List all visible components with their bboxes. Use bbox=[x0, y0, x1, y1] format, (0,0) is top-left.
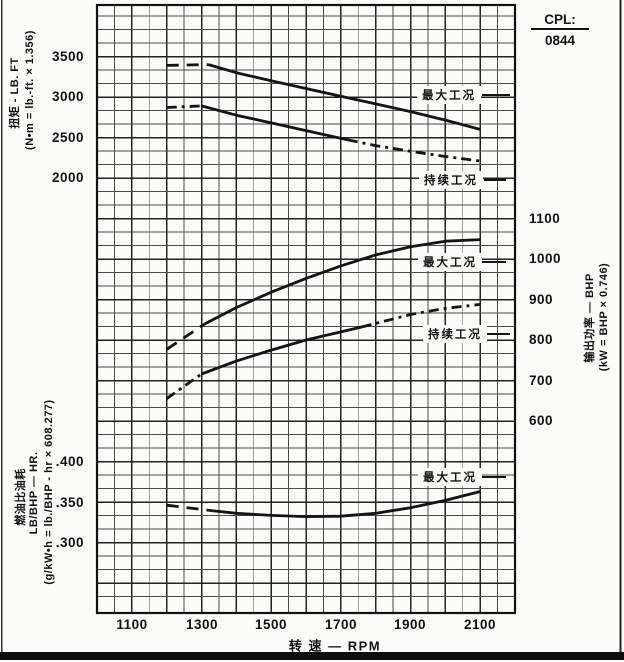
torque-tick: 2500 bbox=[51, 129, 84, 145]
torque-axis-conversion: (N•m = lb.-ft. × 1.356) bbox=[24, 30, 36, 150]
rpm-tick: 1700 bbox=[324, 617, 358, 632]
curve-label-power-cont: 持续工况 bbox=[423, 325, 487, 343]
fuel-tick: .400 bbox=[55, 454, 84, 469]
fuel-tick: .350 bbox=[55, 494, 84, 510]
power-axis-title: 输出功率 — BHP bbox=[584, 273, 596, 363]
curve-label-torque-cont: 持续工况 bbox=[419, 171, 483, 189]
power-tick: 900 bbox=[529, 291, 554, 307]
torque-tick: 3500 bbox=[51, 48, 84, 64]
fuel-axis-conversion: (g/kW•h = lb./BHP - hr × 608.277) bbox=[43, 399, 55, 585]
rpm-tick: 1500 bbox=[254, 617, 288, 632]
torque-tick: 2000 bbox=[51, 170, 84, 185]
torque-axis-title: 扭矩 - LB. FT bbox=[9, 57, 21, 129]
rpm-tick: 1300 bbox=[185, 617, 219, 632]
cpl-label: CPL: bbox=[531, 12, 589, 30]
torque-tick: 3000 bbox=[51, 89, 84, 104]
power-tick: 1100 bbox=[529, 210, 561, 226]
power-axis-conversion: (kW = BHP × 0.746) bbox=[598, 262, 610, 372]
curve-label-fuel-max: 最大工况 bbox=[418, 468, 482, 486]
cpl-value: 0844 bbox=[544, 33, 576, 48]
cpl-box: CPL: 0844 bbox=[531, 12, 589, 48]
power-tick: 700 bbox=[529, 372, 554, 388]
power-tick: 800 bbox=[529, 332, 554, 347]
fuel-axis-title: 燃油比油耗 bbox=[15, 468, 27, 526]
fuel-tick: .300 bbox=[55, 535, 84, 550]
power-tick: 600 bbox=[529, 413, 554, 428]
curve-label-power-max: 最大工况 bbox=[418, 253, 482, 271]
rpm-tick: 2100 bbox=[463, 617, 497, 632]
rpm-tick: 1900 bbox=[393, 617, 427, 632]
power-tick: 1000 bbox=[529, 251, 562, 266]
curve-label-torque-max: 最大工况 bbox=[417, 86, 481, 104]
rpm-axis-title: 转 速 — RPM bbox=[288, 638, 382, 654]
rpm-tick: 1100 bbox=[116, 617, 148, 632]
